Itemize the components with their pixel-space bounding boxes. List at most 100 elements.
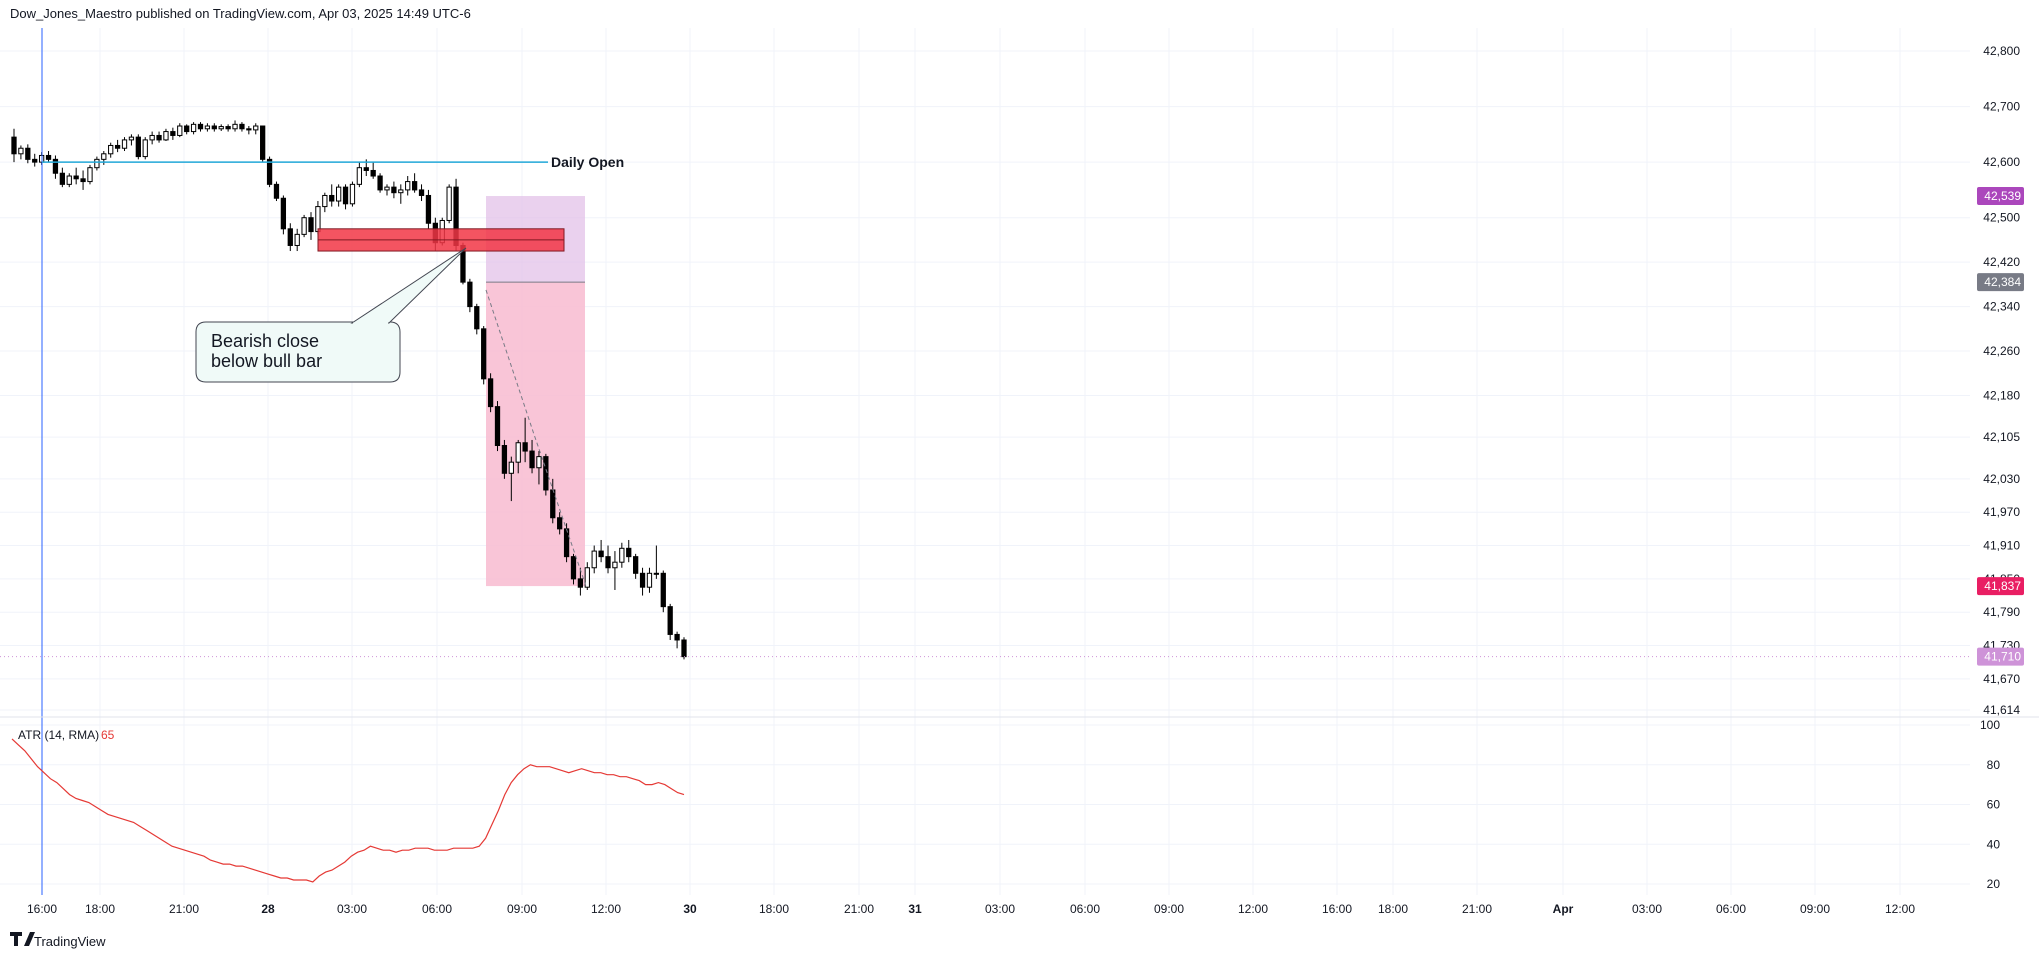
candle-body <box>667 606 673 635</box>
candle-body <box>653 572 660 575</box>
candle-body <box>121 139 128 149</box>
candle-body <box>128 136 135 141</box>
atr-line[interactable] <box>11 738 685 883</box>
candle-body <box>501 445 508 474</box>
candle-body <box>177 125 183 136</box>
projection-path <box>485 289 587 587</box>
candle-body <box>508 461 514 474</box>
price-tick-label: 41,614 <box>1983 703 2020 717</box>
candle-body <box>301 217 307 235</box>
candle-body <box>577 578 584 588</box>
time-tick-label: 12:00 <box>591 902 621 916</box>
tradingview-logo: TradingView <box>10 932 106 949</box>
price-tick-label: 42,260 <box>1983 344 2020 358</box>
candle-body <box>536 456 542 469</box>
candle-body <box>94 158 100 169</box>
time-tick-label: 12:00 <box>1238 902 1268 916</box>
callout[interactable]: Bearish close below bull bar <box>195 247 467 383</box>
candle-body <box>329 194 335 202</box>
candle-body <box>363 167 369 171</box>
price-tick-label: 42,105 <box>1983 430 2020 444</box>
time-tick-label: 16:00 <box>27 902 57 916</box>
atr-legend-value: 65 <box>101 728 115 742</box>
time-tick-label: 03:00 <box>337 902 367 916</box>
price-tick-label: 42,500 <box>1983 211 2020 225</box>
candle-body <box>529 450 535 469</box>
candle-body <box>190 123 197 133</box>
candle-body <box>308 217 314 233</box>
grid <box>0 28 1970 895</box>
price-tick-label: 42,030 <box>1983 472 2020 486</box>
candle-body <box>73 175 79 180</box>
time-tick-label: 18:00 <box>1378 902 1408 916</box>
candle-body <box>543 456 549 491</box>
time-tick-label: 18:00 <box>85 902 115 916</box>
candle-body <box>197 123 204 130</box>
candle-body <box>391 186 397 194</box>
candle-body <box>605 556 611 569</box>
last-price-label-bg <box>1977 647 2024 666</box>
time-tick-label: 18:00 <box>759 902 789 916</box>
callout-line-2: below bull bar <box>211 351 322 371</box>
candle-body <box>266 158 273 185</box>
time-tick-label: 30 <box>683 902 697 916</box>
candle-body <box>612 561 618 569</box>
candles <box>11 120 687 660</box>
position-zones <box>486 196 585 587</box>
candle-body <box>52 158 59 174</box>
candle-body <box>633 556 639 574</box>
daily-open-label: Daily Open <box>551 154 624 170</box>
candle-body <box>253 125 259 131</box>
candle-body <box>260 125 266 160</box>
candle-body <box>639 572 646 588</box>
candle-body <box>411 181 418 191</box>
candle-body <box>66 175 72 185</box>
candle-body <box>598 550 604 558</box>
candle-body <box>142 139 148 158</box>
callout-box <box>195 321 401 383</box>
candle-body <box>349 183 356 205</box>
candle-body <box>467 281 473 308</box>
candle-body <box>218 126 224 130</box>
time-tick-label: 21:00 <box>169 902 199 916</box>
candle-body <box>370 169 376 177</box>
callout-line-1: Bearish close <box>211 331 319 351</box>
candle-body <box>563 528 570 558</box>
candle-body <box>356 167 363 185</box>
candle-body <box>18 147 24 155</box>
candle-body <box>156 134 162 141</box>
take-profit-zone[interactable] <box>486 282 585 587</box>
candle-body <box>287 228 293 246</box>
target-price-label-bg <box>1977 577 2024 596</box>
time-tick-label: Apr <box>1553 902 1574 916</box>
candle-body <box>280 197 287 230</box>
time-tick-label: 06:00 <box>1716 902 1746 916</box>
price-tick-label: 42,340 <box>1983 300 2020 314</box>
candle-body <box>246 128 252 131</box>
candle-body <box>550 489 556 519</box>
atr-pane <box>11 738 685 883</box>
atr-legend-title: ATR (14, RMA) <box>18 728 99 742</box>
candle-body <box>32 158 38 163</box>
candle-body <box>232 123 238 130</box>
price-tick-label: 41,790 <box>1983 605 2020 619</box>
time-tick-label: 03:00 <box>1632 902 1662 916</box>
stop-price-label-bg <box>1977 187 2024 206</box>
candle-body <box>377 175 383 191</box>
candle-body <box>45 154 52 160</box>
candle-body <box>101 153 107 160</box>
candle-body <box>11 136 17 155</box>
atr-tick-label: 80 <box>1987 758 2001 772</box>
candle-body <box>481 328 487 380</box>
candle-body <box>681 639 687 658</box>
candle-body <box>114 144 121 149</box>
candle-body <box>322 194 328 208</box>
candle-body <box>25 147 31 160</box>
tradingview-logo-icon <box>10 932 35 946</box>
candle-body <box>584 567 590 588</box>
time-tick-label: 09:00 <box>1800 902 1830 916</box>
candle-body <box>335 186 342 202</box>
candle-body <box>522 442 528 452</box>
